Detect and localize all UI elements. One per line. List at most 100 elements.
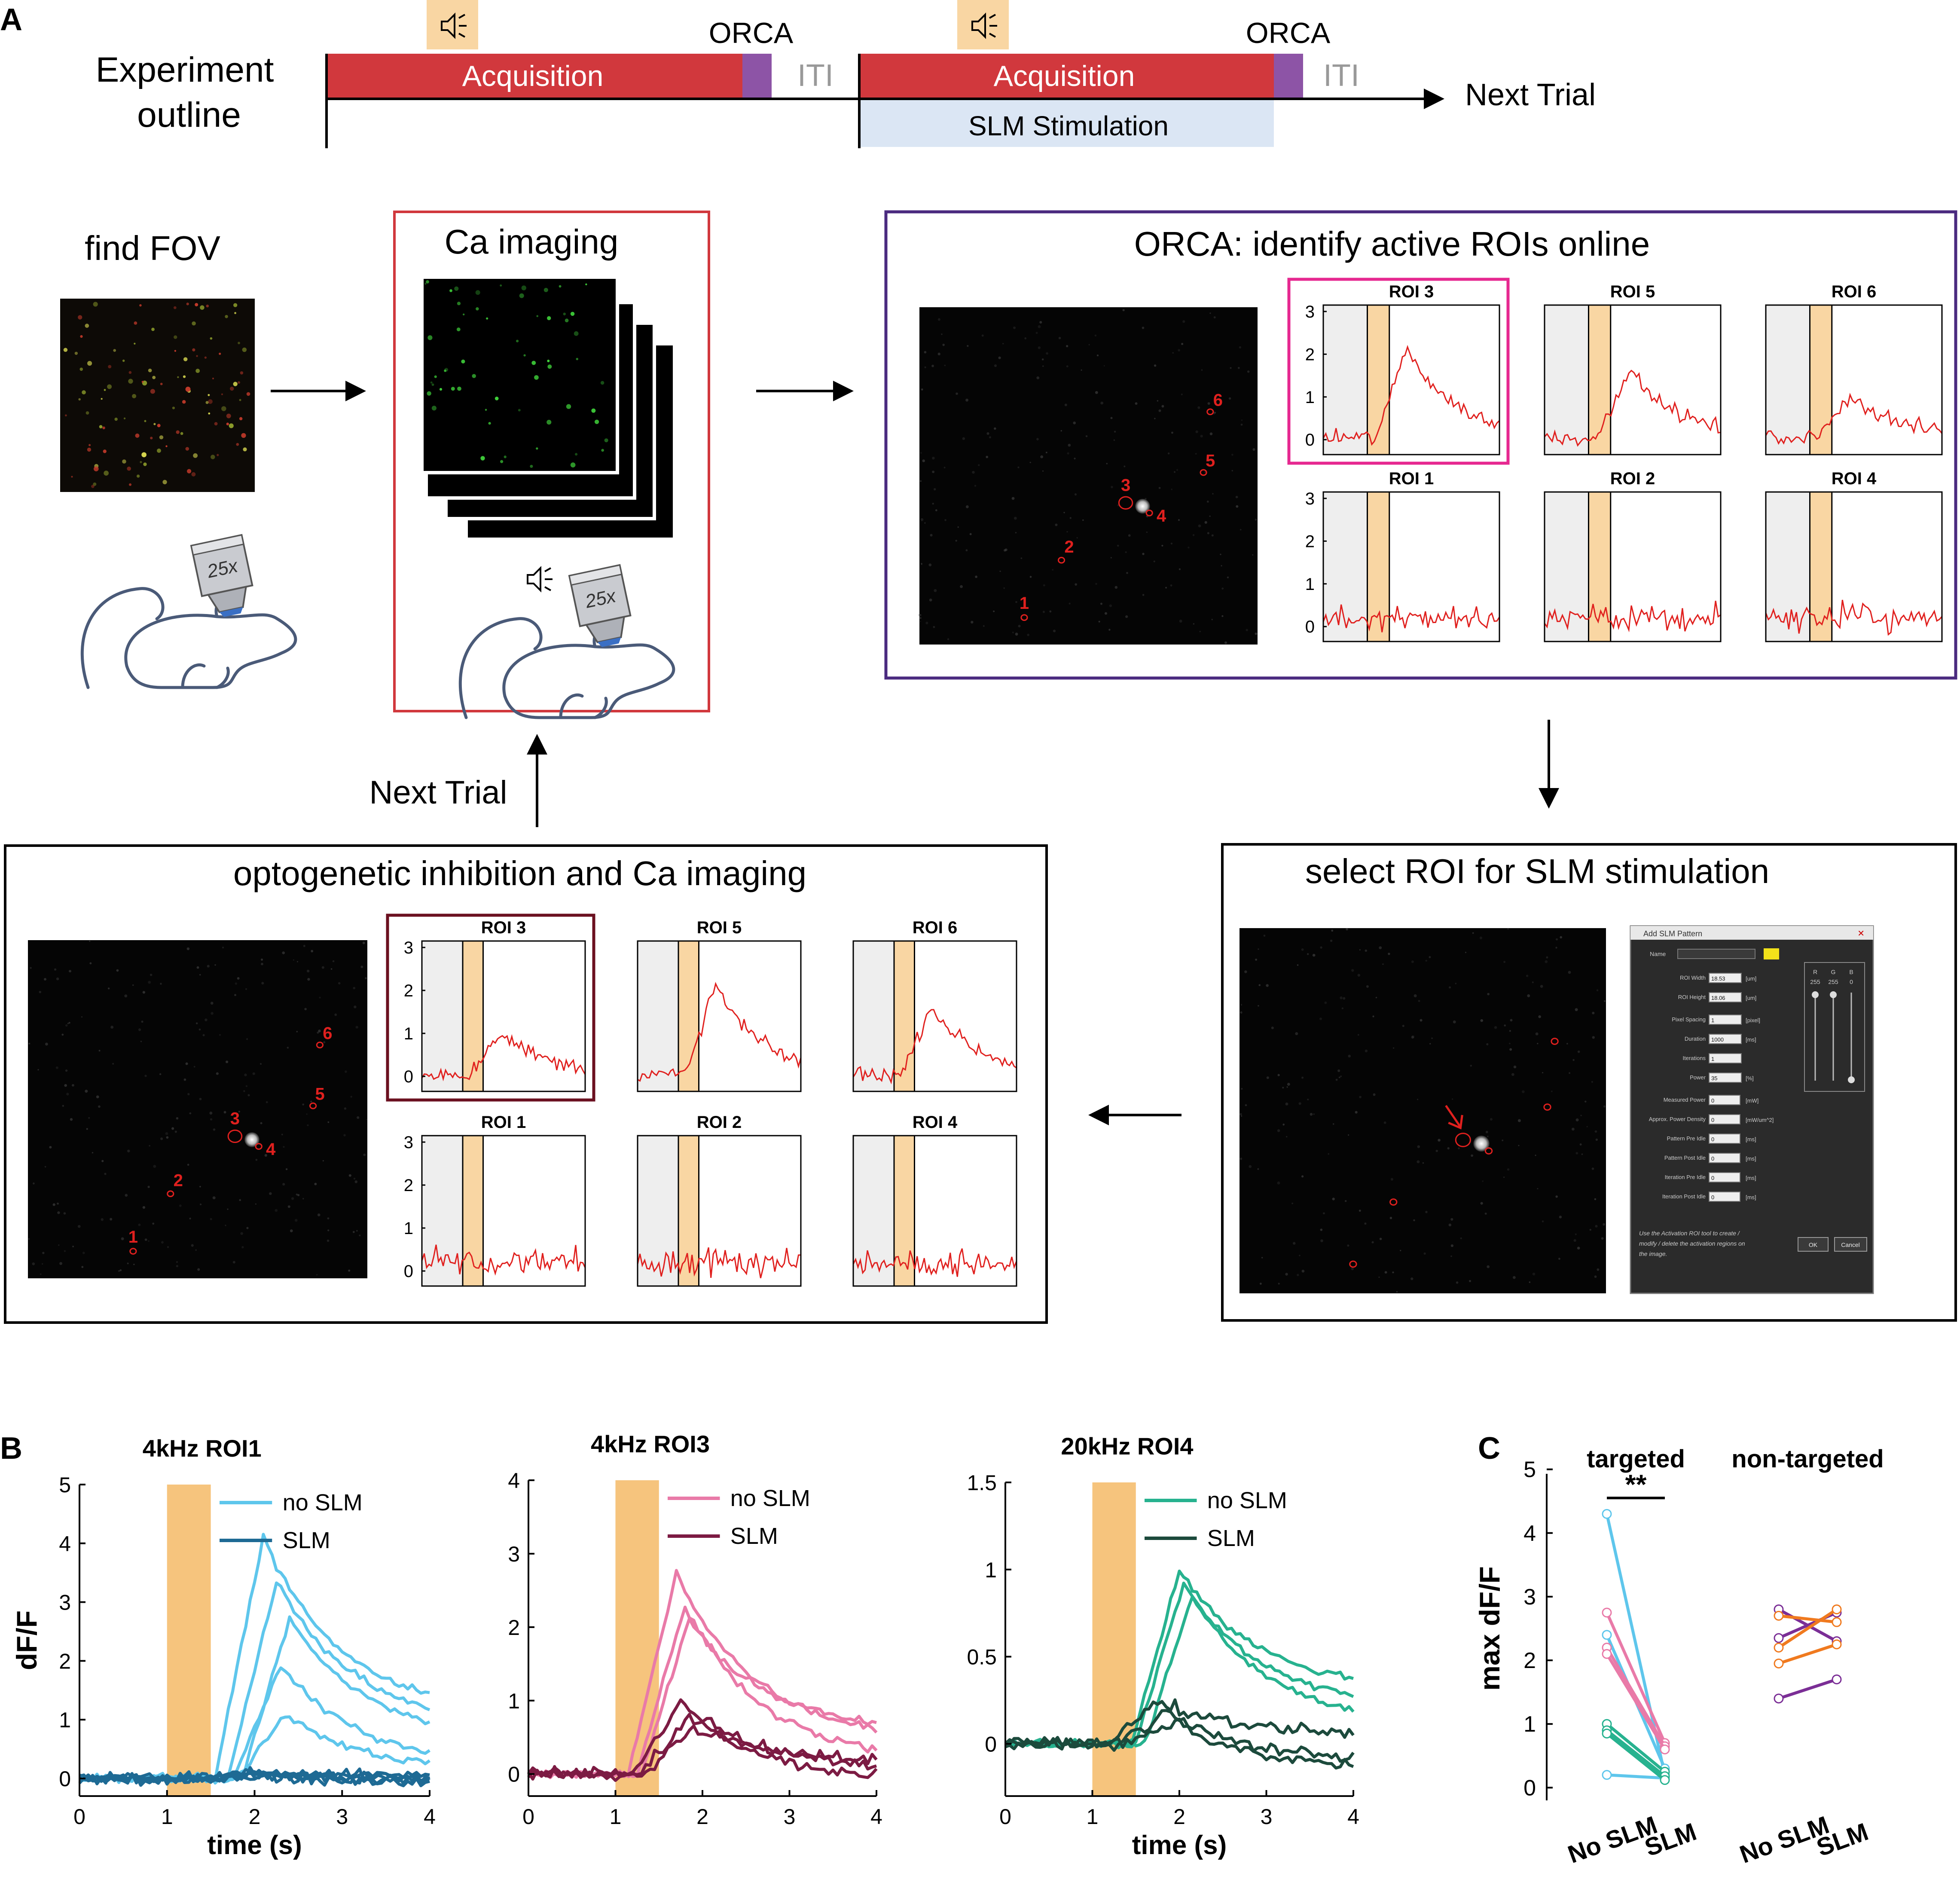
roi-title: ROI 5	[1610, 282, 1655, 301]
y-tick-label: 1	[404, 1024, 413, 1043]
legend-label: SLM	[1207, 1525, 1255, 1551]
stimulus-window	[1810, 492, 1832, 642]
dialog-field-input[interactable]	[1709, 1192, 1740, 1202]
baseline-window	[1766, 305, 1810, 455]
y-tick-label: 3	[1523, 1585, 1536, 1610]
dialog-field-input[interactable]	[1709, 1172, 1740, 1182]
x-axis-label: time (s)	[1132, 1830, 1227, 1860]
close-icon[interactable]: ✕	[1857, 929, 1865, 938]
stimulus-window	[1588, 305, 1611, 455]
y-tick-label: 1	[985, 1558, 997, 1582]
dialog-field-input[interactable]	[1709, 992, 1742, 1002]
orca-label-1: ORCA	[709, 17, 794, 49]
x-tick-label: 0	[73, 1805, 85, 1829]
paired-line	[1605, 1647, 1667, 1747]
roi-trace	[852, 1248, 1017, 1277]
significance-label: **	[1625, 1469, 1647, 1500]
roi-title: ROI 4	[913, 1113, 958, 1132]
roi-number: 5	[315, 1085, 324, 1104]
data-point	[1602, 1728, 1612, 1738]
dialog-field-input[interactable]	[1709, 973, 1742, 983]
color-swatch[interactable]	[1764, 948, 1779, 959]
data-point	[1832, 1639, 1842, 1650]
name-input[interactable]	[1677, 949, 1755, 959]
roi-number: 1	[1020, 594, 1029, 613]
dialog-field-label: ROI Height	[1678, 994, 1706, 1000]
y-axis-label: dF/F	[11, 1610, 43, 1670]
dialog-field-input[interactable]	[1709, 1153, 1740, 1163]
roi-outline	[1551, 1038, 1559, 1045]
roi-title: ROI 3	[1389, 282, 1434, 301]
roi-panel: ROI 5	[1544, 282, 1722, 455]
stimulus-band	[167, 1485, 211, 1796]
dialog-field-unit: [mW/um^2]	[1746, 1117, 1774, 1123]
dialog-field-input[interactable]	[1709, 1034, 1742, 1044]
rgb-value: 0	[1850, 978, 1853, 985]
rgb-slider-handle[interactable]	[1848, 1076, 1855, 1083]
y-tick-label: 2	[404, 1176, 413, 1195]
roi-panel: ROI 6	[1765, 282, 1943, 455]
rgb-slider-handle[interactable]	[1830, 991, 1837, 998]
roi-panel: ROI 2	[637, 1113, 802, 1287]
dialog-field-label: Power	[1690, 1074, 1706, 1081]
cancel-button[interactable]	[1834, 1237, 1867, 1252]
orca-box	[884, 210, 1957, 680]
image-stack	[420, 275, 676, 541]
inhibition-roi-grid: ROI 3 0 1 2 3 ROI 5 ROI 6 ROI 1 0 1 2 3 ROI 2 ROI 4	[386, 914, 1017, 1287]
chart-title: 4kHz ROI1	[143, 1435, 262, 1462]
orca-roi-grid: ROI 3 0 1 2 3 ROI 5 ROI 6 ROI 1 0 1 2 3 ROI 2 ROI 4	[1287, 278, 1943, 642]
dialog-field-unit: [ms]	[1746, 1194, 1756, 1201]
ca-frame	[420, 275, 619, 474]
dialog-field-input[interactable]	[1709, 1134, 1740, 1144]
roi-outline	[1145, 509, 1153, 516]
dialog-field-value: 35	[1711, 1075, 1717, 1082]
acquisition-block-2	[859, 54, 1274, 99]
data-point	[1602, 1630, 1612, 1640]
roi-number: 2	[1064, 538, 1074, 556]
selected-roi-highlight	[386, 914, 595, 1102]
rgb-slider-handle[interactable]	[1812, 991, 1819, 998]
dialog-note: modify / delete the activation regions o…	[1639, 1240, 1745, 1247]
stimulus-window	[894, 1136, 915, 1286]
y-tick-label: 2	[404, 981, 413, 1000]
legend-label: no SLM	[283, 1490, 363, 1515]
outline-title-2: outline	[137, 95, 241, 134]
roi-trace	[1765, 392, 1943, 445]
roi-trace	[1765, 599, 1943, 636]
chart-roi1: 4kHz ROI1 0 1 2 3 4 0 1 2 3 4 5 time (s) dF/F no SLM SL…	[11, 1435, 436, 1860]
acquisition-block-1	[327, 54, 742, 99]
roi-number: 6	[323, 1024, 332, 1043]
dialog-field-input[interactable]	[1709, 1053, 1742, 1063]
y-axis-label: max dF/F	[1474, 1566, 1505, 1691]
roi-outline	[129, 1248, 137, 1255]
paired-line	[1606, 1729, 1666, 1778]
y-tick-label: 1	[1305, 575, 1315, 594]
next-trial-loop-label: Next Trial	[369, 774, 507, 811]
dialog-field-label: Measured Power	[1664, 1097, 1706, 1103]
dialog-field-value: 0	[1711, 1155, 1714, 1162]
data-point	[1602, 1607, 1612, 1618]
baseline-window	[1323, 492, 1368, 642]
dialog-field-input[interactable]	[1709, 1014, 1742, 1025]
roi-trace	[1544, 370, 1721, 447]
select-roi-title: select ROI for SLM stimulation	[1305, 852, 1769, 890]
dialog-field-input[interactable]	[1709, 1114, 1740, 1124]
dialog-field-label: ROI Width	[1680, 975, 1706, 981]
speaker-box-2	[957, 0, 1009, 49]
ok-button[interactable]	[1798, 1237, 1829, 1252]
dialog-field-input[interactable]	[1709, 1072, 1742, 1083]
roi-outline	[1543, 1103, 1551, 1111]
trace-no-slm	[528, 1617, 877, 1779]
chart-roi3: 4kHz ROI3 0 1 2 3 4 0 1 2 3 4 no SLM SLM	[508, 1430, 882, 1829]
roi-trace	[1322, 345, 1500, 446]
x-tick-label: 1	[610, 1805, 622, 1829]
data-point	[1774, 1693, 1784, 1704]
data-point	[1774, 1642, 1784, 1653]
x-tick-label: 2	[696, 1805, 708, 1829]
roi-panel: ROI 6	[852, 918, 1017, 1092]
dialog-field-input[interactable]	[1709, 1095, 1740, 1105]
y-tick-label: 0	[1523, 1775, 1536, 1800]
roi-panel-frame	[421, 1135, 586, 1287]
dialog-field-unit: [%]	[1746, 1075, 1754, 1082]
